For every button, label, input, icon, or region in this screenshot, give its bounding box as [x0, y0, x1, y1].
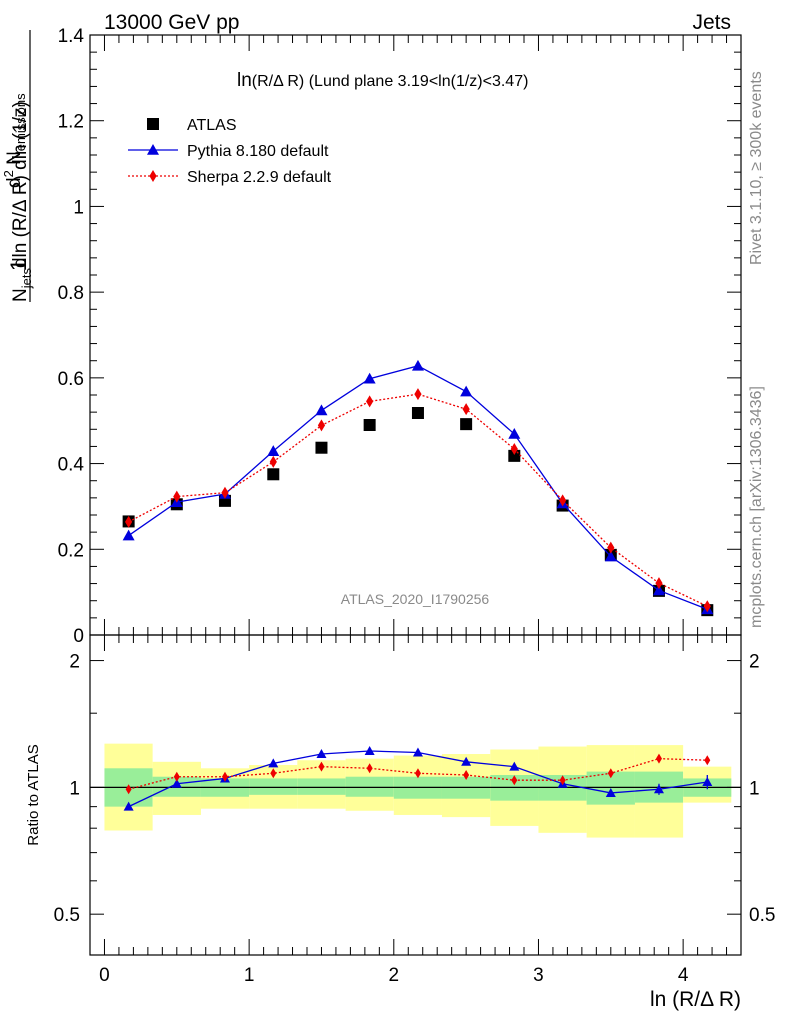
diamond-ratio-point: [511, 775, 518, 786]
ratio-y-tick-label: 0.5: [54, 905, 80, 926]
y-tick-label: 1.2: [58, 112, 84, 133]
triangle-ratio-point: [461, 756, 472, 766]
diamond-data-point: [125, 515, 133, 528]
legend-marker-square: [147, 118, 159, 130]
x-tick-label: 2: [389, 965, 400, 986]
x-tick-label: 1: [244, 965, 255, 986]
x-tick-label: 3: [533, 965, 544, 986]
square-data-point: [267, 468, 280, 481]
diamond-ratio-point: [607, 768, 614, 779]
diamond-ratio-point: [270, 768, 277, 779]
diamond-data-point: [510, 443, 518, 455]
y-label-numerator: d2 Nemissions: [1, 93, 28, 188]
legend-label: ATLAS: [187, 117, 237, 134]
ratio-y-tick-label: 1: [69, 778, 80, 799]
x-tick-label: 0: [99, 965, 110, 986]
x-tick-label: 4: [678, 965, 689, 986]
y-tick-label: 1: [73, 197, 84, 218]
legend-marker-triangle: [147, 144, 159, 155]
main-y-axis-label: 1 Njetsdln (R/Δ R) dln (1/z) d2 Nemissio…: [1, 30, 34, 302]
diamond-data-point: [269, 455, 277, 468]
ratio-frame: [89, 634, 742, 956]
diamond-ratio-point: [414, 768, 421, 779]
category-label: Jets: [692, 11, 731, 34]
diamond-ratio-point: [463, 769, 470, 780]
ratio-y-axis-label: Ratio to ATLAS: [25, 744, 42, 845]
ratio-y-tick-label-right: 2: [749, 652, 760, 673]
diamond-ratio-point: [655, 753, 662, 764]
svg-text:1: 1: [6, 259, 31, 271]
y-label-denominator: Njetsdln (R/Δ R) dln (1/z): [10, 101, 34, 302]
diamond-ratio-point: [318, 761, 325, 772]
triangle-ratio-point: [509, 761, 520, 771]
triangle-data-point: [604, 550, 617, 562]
triangle-data-point: [508, 428, 521, 439]
triangle-ratio-point: [123, 801, 134, 811]
square-data-point: [460, 418, 473, 431]
diamond-data-point: [607, 541, 615, 554]
triangle-data-point: [652, 584, 665, 596]
diamond-data-point: [173, 490, 181, 503]
y-tick-label: 1.4: [58, 26, 85, 47]
diamond-data-point: [366, 395, 374, 408]
diamond-ratio-point: [704, 755, 711, 766]
triangle-ratio-point: [364, 745, 375, 755]
triangle-ratio-point: [605, 787, 616, 797]
triangle-ratio-point: [316, 749, 327, 759]
triangle-data-point: [267, 445, 280, 456]
energy-label: 13000 GeV pp: [104, 11, 239, 34]
y-tick-label: 0.8: [58, 283, 84, 304]
diamond-data-point: [221, 486, 229, 499]
diamond-ratio-point: [559, 775, 566, 786]
x-axis-label: ln (R/Δ R): [650, 988, 741, 1011]
triangle-data-point: [411, 359, 424, 371]
y-tick-label: 0.4: [58, 455, 85, 476]
y-tick-label: 0.2: [58, 540, 84, 561]
diamond-data-point: [462, 403, 470, 416]
analysis-watermark: ATLAS_2020_I1790256: [341, 591, 490, 607]
uncertainty-band-inner: [297, 778, 346, 795]
ratio-y-tick-label-right: 0.5: [749, 905, 775, 926]
triangle-data-point: [363, 372, 376, 384]
triangle-ratio-point: [702, 776, 713, 786]
triangle-ratio-point: [268, 758, 279, 768]
rivet-label: Rivet 3.1.10, ≥ 300k events: [748, 71, 765, 265]
ratio-y-tick-label: 2: [69, 652, 80, 673]
diamond-ratio-point: [125, 784, 132, 795]
y-tick-label: 0: [73, 626, 84, 647]
uncertainty-band-inner: [249, 778, 298, 795]
diamond-ratio-point: [173, 771, 180, 782]
mcplots-label: mcplots.cern.ch [arXiv:1306.3436]: [748, 386, 765, 628]
diamond-data-point: [414, 388, 422, 401]
diamond-ratio-point: [221, 771, 228, 782]
triangle-data-point: [460, 385, 473, 397]
y-tick-label: 0.6: [58, 369, 84, 390]
diamond-ratio-point: [366, 763, 373, 774]
legend-label: Sherpa 2.2.9 default: [187, 169, 332, 186]
triangle-ratio-point: [653, 784, 664, 794]
triangle-data-point: [122, 529, 135, 541]
legend-marker-diamond: [149, 170, 157, 182]
triangle-data-point: [315, 404, 328, 416]
triangle-ratio-point: [171, 778, 182, 788]
diamond-data-point: [703, 600, 711, 613]
ratio-y-tick-label-right: 1: [749, 778, 760, 799]
square-data-point: [411, 407, 424, 419]
square-data-point: [363, 419, 376, 431]
legend-label: Pythia 8.180 default: [187, 143, 329, 160]
square-data-point: [315, 441, 328, 454]
diamond-data-point: [317, 419, 326, 432]
diamond-series-line: [128, 393, 708, 607]
diamond-data-point: [559, 494, 567, 507]
diamond-data-point: [655, 577, 663, 590]
plot-title: ln(R/Δ R) (Lund plane 3.19<ln(1/z)<3.47): [237, 70, 528, 91]
triangle-series-line: [128, 365, 708, 610]
uncertainty-band-inner: [345, 776, 394, 797]
triangle-ratio-point: [412, 747, 423, 757]
